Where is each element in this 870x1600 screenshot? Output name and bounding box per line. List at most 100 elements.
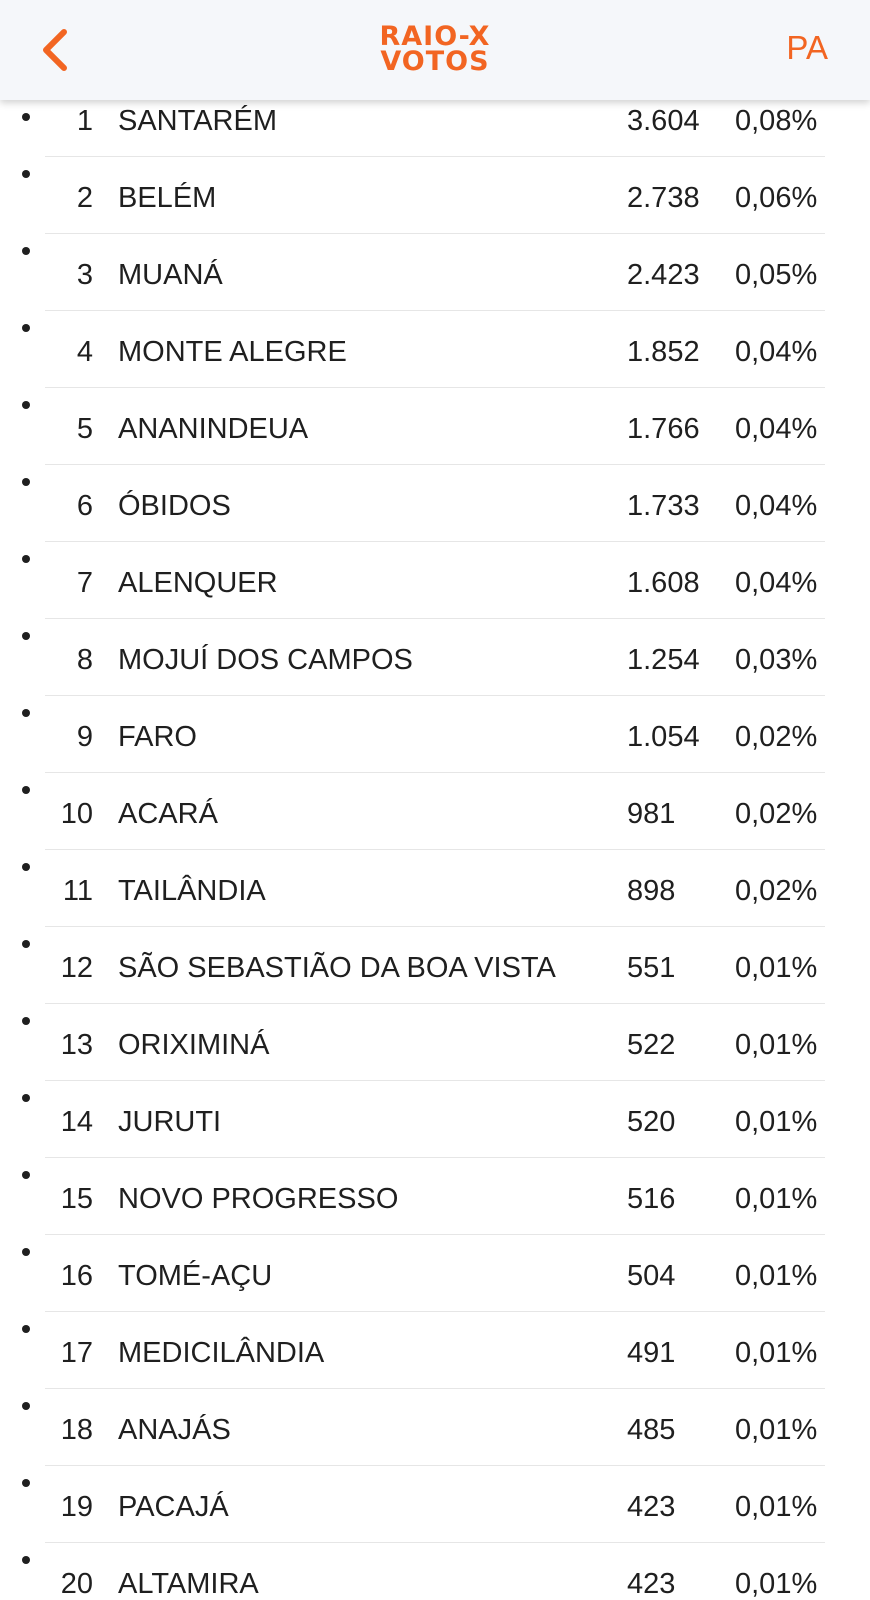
city-name: ÓBIDOS	[118, 490, 231, 522]
vote-percentage: 0,01%	[735, 1260, 818, 1292]
vote-count: 1.054	[627, 721, 700, 753]
city-name: ANANINDEUA	[118, 413, 309, 445]
vote-percentage: 0,02%	[735, 798, 818, 830]
chevron-left-icon	[43, 29, 67, 71]
rank: 3	[76, 259, 93, 291]
city-name: TAILÂNDIA	[118, 875, 266, 907]
vote-percentage: 0,01%	[735, 1414, 818, 1446]
city-name: TOMÉ-AÇU	[118, 1260, 273, 1292]
vote-count: 2.423	[627, 259, 700, 291]
vote-count: 898	[627, 875, 676, 907]
vote-count: 981	[627, 798, 676, 830]
result-row[interactable]: 6 ÓBIDOS 1.733 0,04%	[45, 465, 825, 542]
rank: 20	[60, 1568, 93, 1600]
vote-count: 1.852	[627, 336, 700, 368]
vote-percentage: 0,03%	[735, 644, 818, 676]
vote-count: 522	[627, 1029, 676, 1061]
vote-count: 1.608	[627, 567, 700, 599]
rank: 12	[60, 952, 93, 984]
city-name: JURUTI	[118, 1106, 222, 1138]
vote-percentage: 0,04%	[735, 336, 818, 368]
app-logo: RAIO-X VOTOS	[340, 23, 530, 75]
result-row[interactable]: 12 SÃO SEBASTIÃO DA BOA VISTA 551 0,01%	[45, 927, 825, 1004]
result-row[interactable]: 14 JURUTI 520 0,01%	[45, 1081, 825, 1158]
result-row[interactable]: 20 ALTAMIRA 423 0,01%	[45, 1543, 825, 1600]
vote-count: 423	[627, 1491, 676, 1523]
vote-count: 520	[627, 1106, 676, 1138]
rank: 10	[60, 798, 93, 830]
result-row[interactable]: 2 BELÉM 2.738 0,06%	[45, 157, 825, 234]
vote-count: 1.766	[627, 413, 700, 445]
vote-percentage: 0,01%	[735, 952, 818, 984]
vote-count: 3.604	[627, 105, 700, 137]
result-row[interactable]: 13 ORIXIMINÁ 522 0,01%	[45, 1004, 825, 1081]
rank: 16	[60, 1260, 93, 1292]
rank: 4	[76, 336, 93, 368]
rank: 8	[76, 644, 93, 676]
rank: 11	[62, 875, 93, 907]
result-row[interactable]: 18 ANAJÁS 485 0,01%	[45, 1389, 825, 1466]
rank: 14	[60, 1106, 93, 1138]
vote-count: 1.733	[627, 490, 700, 522]
rank: 9	[76, 721, 93, 753]
city-name: MONTE ALEGRE	[118, 336, 347, 368]
rank: 1	[76, 105, 93, 137]
vote-percentage: 0,04%	[735, 567, 818, 599]
vote-percentage: 0,04%	[735, 413, 818, 445]
city-name: NOVO PROGRESSO	[118, 1183, 399, 1215]
vote-count: 1.254	[627, 644, 700, 676]
rank: 2	[76, 182, 93, 214]
city-name: ALTAMIRA	[118, 1568, 259, 1600]
result-row[interactable]: 17 MEDICILÂNDIA 491 0,01%	[45, 1312, 825, 1389]
city-name: SANTARÉM	[118, 105, 277, 137]
city-name: BELÉM	[118, 182, 217, 214]
vote-count: 485	[627, 1414, 676, 1446]
city-name: ALENQUER	[118, 567, 278, 599]
result-row[interactable]: 15 NOVO PROGRESSO 516 0,01%	[45, 1158, 825, 1235]
vote-count: 516	[627, 1183, 676, 1215]
result-row[interactable]: 10 ACARÁ 981 0,02%	[45, 773, 825, 850]
city-name: SÃO SEBASTIÃO DA BOA VISTA	[118, 952, 556, 984]
result-row[interactable]: 16 TOMÉ-AÇU 504 0,01%	[45, 1235, 825, 1312]
vote-count: 504	[627, 1260, 676, 1292]
result-row[interactable]: 3 MUANÁ 2.423 0,05%	[45, 234, 825, 311]
city-name: PACAJÁ	[118, 1491, 229, 1523]
vote-count: 491	[627, 1337, 676, 1369]
result-row[interactable]: 5 ANANINDEUA 1.766 0,04%	[45, 388, 825, 465]
vote-count: 551	[627, 952, 676, 984]
vote-percentage: 0,04%	[735, 490, 818, 522]
city-name: MEDICILÂNDIA	[118, 1337, 325, 1369]
result-row[interactable]: 1 SANTARÉM 3.604 0,08%	[45, 100, 825, 157]
vote-percentage: 0,01%	[735, 1029, 818, 1061]
city-name: ANAJÁS	[118, 1414, 231, 1446]
result-row[interactable]: 19 PACAJÁ 423 0,01%	[45, 1466, 825, 1543]
vote-percentage: 0,01%	[735, 1491, 818, 1523]
vote-count: 423	[627, 1568, 676, 1600]
result-row[interactable]: 8 MOJUÍ DOS CAMPOS 1.254 0,03%	[45, 619, 825, 696]
rank: 7	[76, 567, 93, 599]
rank: 19	[60, 1491, 93, 1523]
city-name: FARO	[118, 721, 197, 753]
state-selector[interactable]: PA	[786, 29, 828, 66]
rank: 18	[60, 1414, 93, 1446]
back-button[interactable]	[34, 24, 82, 76]
vote-percentage: 0,01%	[735, 1568, 818, 1600]
result-row[interactable]: 9 FARO 1.054 0,02%	[45, 696, 825, 773]
city-name: MUANÁ	[118, 259, 223, 291]
city-name: MOJUÍ DOS CAMPOS	[118, 644, 413, 676]
rank: 13	[60, 1029, 93, 1061]
result-row[interactable]: 7 ALENQUER 1.608 0,04%	[45, 542, 825, 619]
city-name: ACARÁ	[118, 798, 218, 830]
rank: 5	[76, 413, 93, 445]
rank: 15	[60, 1183, 93, 1215]
result-row[interactable]: 4 MONTE ALEGRE 1.852 0,04%	[45, 311, 825, 388]
results-list: 1 SANTARÉM 3.604 0,08% 2 BELÉM 2.738 0,06% 3 MU…	[0, 100, 870, 1600]
rank: 6	[76, 490, 93, 522]
vote-percentage: 0,01%	[735, 1106, 818, 1138]
app-header: RAIO-X VOTOS PA	[0, 0, 870, 100]
vote-percentage: 0,02%	[735, 721, 818, 753]
vote-percentage: 0,01%	[735, 1183, 818, 1215]
result-row[interactable]: 11 TAILÂNDIA 898 0,02%	[45, 850, 825, 927]
vote-percentage: 0,06%	[735, 182, 818, 214]
